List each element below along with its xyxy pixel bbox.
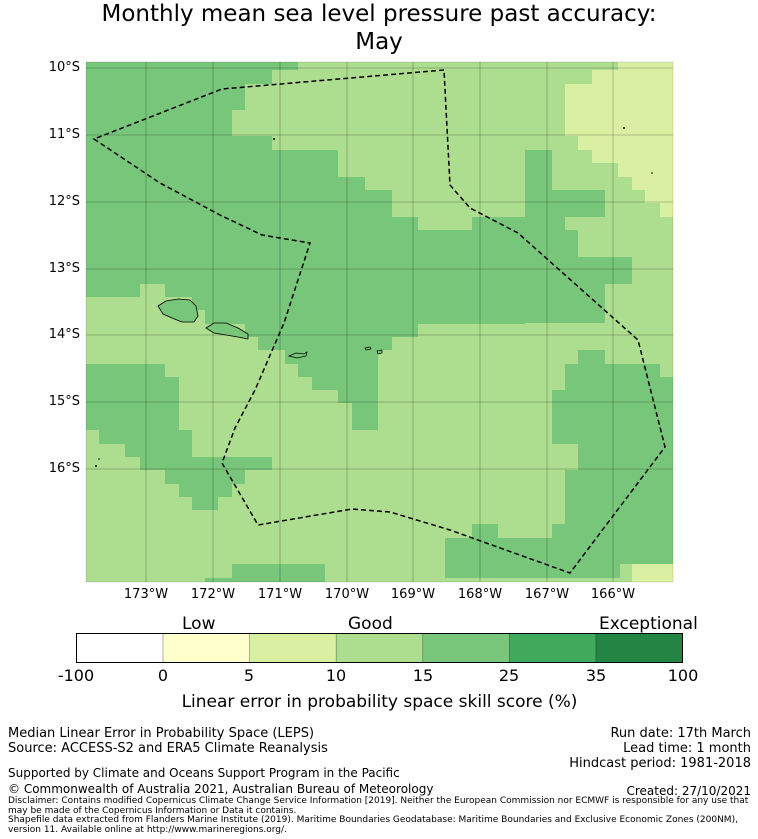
colorbar xyxy=(76,633,683,663)
island-savaii xyxy=(157,298,199,323)
skill-area-above-good xyxy=(445,350,673,578)
skill-area-fair xyxy=(632,564,673,582)
footer-source: Source: ACCESS-S2 and ERA5 Climate Reana… xyxy=(8,741,328,756)
skill-area-above-good xyxy=(205,564,325,582)
lat-label: 10°S xyxy=(48,60,80,75)
lon-label: 169°W xyxy=(390,587,436,602)
colorbar-segment xyxy=(509,633,597,663)
footer-supported: Supported by Climate and Oceans Support … xyxy=(8,766,400,780)
island-dot xyxy=(651,172,653,174)
colorbar-tick: 100 xyxy=(667,666,699,685)
colorbar-tick: 10 xyxy=(325,666,347,685)
skill-area-above-good xyxy=(86,62,632,430)
lon-label: 173°W xyxy=(123,587,169,602)
colorbar-segment xyxy=(76,633,164,663)
colorbar-label-good: Good xyxy=(348,614,393,634)
island-dot xyxy=(623,127,625,129)
colorbar-segment xyxy=(162,633,250,663)
colorbar-tick: 0 xyxy=(157,666,169,685)
footer-lead-time: Lead time: 1 month xyxy=(623,741,751,756)
footer-copyright: © Commonwealth of Australia 2021, Austra… xyxy=(8,782,434,796)
lat-label: 14°S xyxy=(48,327,80,342)
island-manua-1 xyxy=(364,346,372,351)
footer-metric: Median Linear Error in Probability Space… xyxy=(8,726,315,741)
chart-title-line-1: Monthly mean sea level pressure past acc… xyxy=(101,1,657,27)
island-dot xyxy=(95,465,97,467)
eez-boundary xyxy=(92,69,666,574)
lon-label: 166°W xyxy=(590,587,636,602)
skill-area-fair xyxy=(565,62,673,217)
footer-created: Created: 27/10/2021 xyxy=(626,784,751,798)
lon-label: 168°W xyxy=(457,587,503,602)
footer-run-date: Run date: 17th March xyxy=(610,726,751,741)
island-tutuila xyxy=(287,351,308,359)
footer-disclaimer: Disclaimer: Contains modified Copernicus… xyxy=(8,796,749,816)
colorbar-tick: 5 xyxy=(243,666,255,685)
lat-label: 15°S xyxy=(48,394,80,409)
map-frame xyxy=(85,61,674,583)
colorbar-tick: 35 xyxy=(585,666,607,685)
island-dot xyxy=(98,458,100,460)
colorbar-title: Linear error in probability space skill … xyxy=(181,692,578,712)
chart-title-line-2: May xyxy=(355,29,403,55)
island-upolu xyxy=(205,322,249,340)
island-manua-2 xyxy=(376,349,383,355)
colorbar-tick: 15 xyxy=(412,666,434,685)
skill-area-above-good xyxy=(86,364,272,510)
lat-label: 16°S xyxy=(48,461,80,476)
lon-label: 167°W xyxy=(524,587,570,602)
lon-label: 171°W xyxy=(257,587,303,602)
graticule xyxy=(86,62,673,582)
skill-map xyxy=(85,61,674,583)
colorbar-label-low: Low xyxy=(182,614,216,634)
colorbar-segment xyxy=(422,633,510,663)
lat-label: 11°S xyxy=(48,127,80,142)
lat-label: 13°S xyxy=(48,261,80,276)
colorbar-label-exceptional: Exceptional xyxy=(599,614,698,634)
footer-hindcast: Hindcast period: 1981-2018 xyxy=(569,756,751,771)
lat-label: 12°S xyxy=(48,194,80,209)
colorbar-segment xyxy=(249,633,337,663)
colorbar-tick: 25 xyxy=(498,666,520,685)
colorbar-segment xyxy=(335,633,424,663)
colorbar-tick: -100 xyxy=(57,666,95,685)
lon-label: 172°W xyxy=(190,587,236,602)
colorbar-segment xyxy=(595,633,683,663)
lon-label: 170°W xyxy=(324,587,370,602)
island-dot xyxy=(273,138,275,140)
footer-shapefile: Shapefile data extracted from Flanders M… xyxy=(8,815,738,835)
